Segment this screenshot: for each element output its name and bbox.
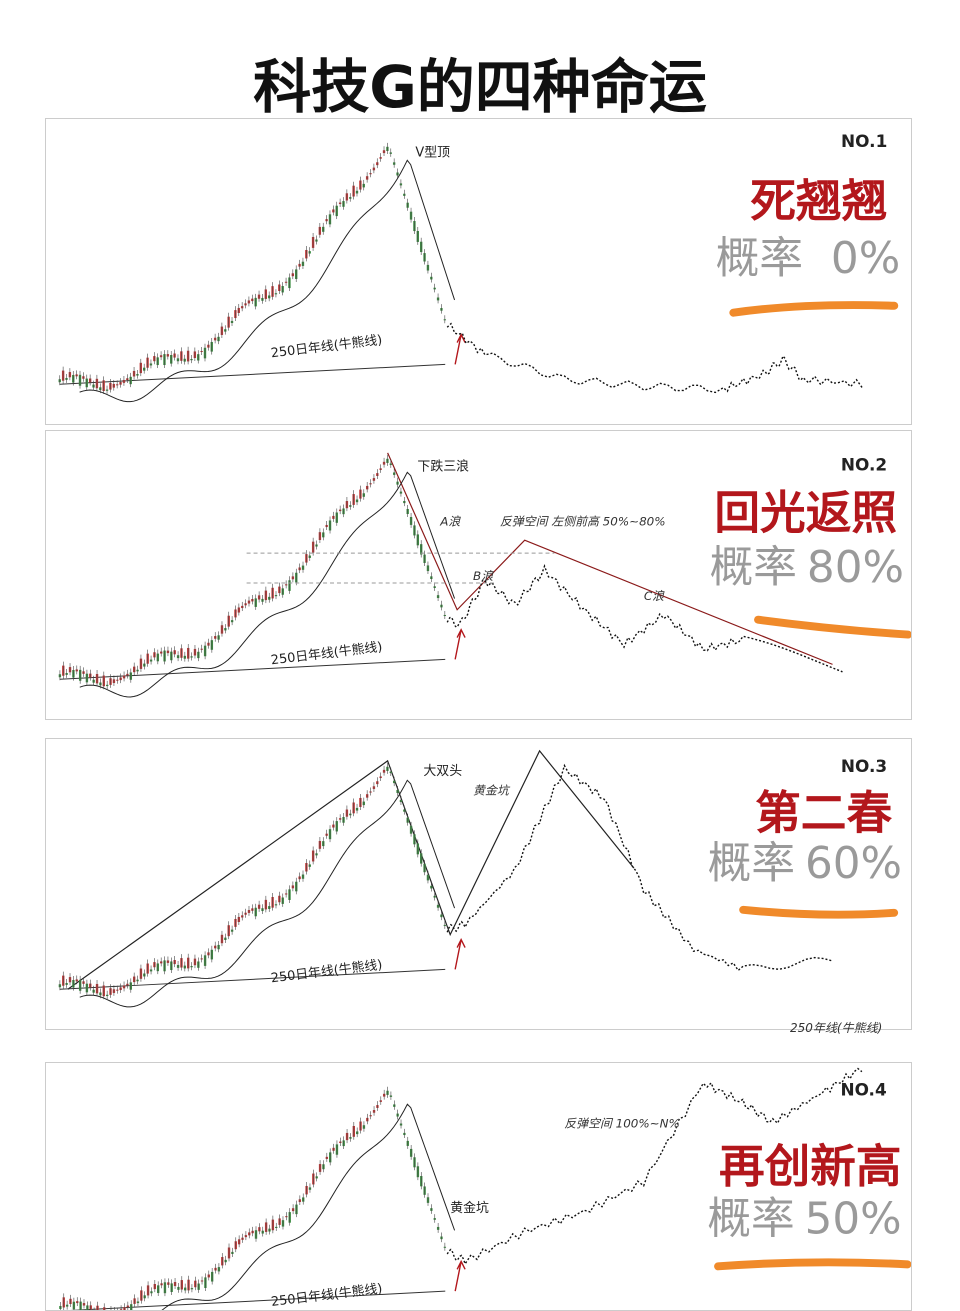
note: A浪 (439, 514, 461, 528)
note: 反弹空间 左侧前高 50%~80% (500, 514, 666, 528)
moving-average (79, 471, 456, 698)
moving-average (79, 779, 456, 1008)
probability-label: 概率 (708, 838, 795, 889)
note: 反弹空间 100%~N% (564, 1116, 680, 1130)
underline (729, 301, 899, 317)
panel: NO.2 回光返照 概率 80% 下跌三浪 250日年线(牛熊线) A浪 B浪 C… (45, 430, 912, 720)
pattern-label: 黄金坑 (450, 1200, 489, 1216)
panel-number: NO.1 (841, 131, 887, 151)
probability-value: 0% (831, 233, 900, 284)
note: 250年线(牛熊线) (790, 1021, 882, 1035)
scenario-name: 回光返照 (714, 486, 897, 539)
projection (446, 322, 864, 394)
note-holder: 250年线(牛熊线) (790, 1021, 882, 1035)
panel: NO.3 第二春 概率 60% 大双头 250日年线(牛熊线) 黄金坑 (45, 738, 912, 1030)
title: 科技G的四种命运 (253, 53, 707, 121)
probability-label: 概率 (716, 233, 803, 284)
underline (739, 905, 899, 919)
arrow (454, 938, 466, 970)
probability: 概率 0% (716, 233, 901, 284)
probability: 概率 50% (707, 1194, 901, 1245)
arrow (454, 1259, 466, 1292)
scenario-name: 死翘翘 (750, 174, 887, 227)
underline (714, 1258, 911, 1271)
projection (446, 1067, 863, 1266)
probability: 概率 60% (708, 838, 902, 889)
note: 黄金坑 (473, 784, 511, 798)
ma-250 (59, 658, 446, 680)
ma-250 (59, 363, 446, 385)
probability-value: 60% (805, 838, 902, 889)
underline (754, 615, 911, 639)
panel: NO.4 再创新高 概率 50% 黄金坑 250日年线(牛熊线) 反弹空间 100… (45, 1062, 912, 1311)
wave-line (387, 452, 833, 665)
ma-250 (59, 968, 446, 990)
probability-value: 50% (805, 1194, 902, 1245)
note: C浪 (644, 589, 665, 603)
panel-number: NO.2 (841, 455, 887, 475)
moving-average (79, 159, 456, 403)
double-top-line (67, 749, 635, 990)
moving-average (161, 1103, 456, 1310)
ma-250 (69, 1290, 446, 1310)
probability-label: 概率 (710, 542, 797, 593)
probability: 概率 80% (710, 542, 904, 593)
pattern-label: 大双头 (423, 764, 462, 779)
pattern-label: 下跌三浪 (417, 459, 469, 475)
note: B浪 (473, 569, 494, 583)
arrow (454, 333, 466, 365)
scenario-name: 第二春 (755, 786, 892, 839)
scenario-name: 再创新高 (719, 1140, 902, 1193)
probability-value: 80% (807, 542, 904, 593)
projection (446, 763, 833, 972)
arrow (454, 628, 466, 660)
ma-label: 250日年线(牛熊线) (270, 332, 383, 362)
ma-label: 250日年线(牛熊线) (270, 957, 383, 987)
panel-number: NO.4 (840, 1080, 886, 1100)
panel: NO.1 死翘翘 概率 0% V型顶 250日年线(牛熊线) (45, 118, 912, 425)
probability-label: 概率 (707, 1194, 794, 1245)
ma-label: 250日年线(牛熊线) (270, 1280, 383, 1310)
pattern-label: V型顶 (415, 146, 450, 161)
panel-number: NO.3 (841, 756, 887, 776)
